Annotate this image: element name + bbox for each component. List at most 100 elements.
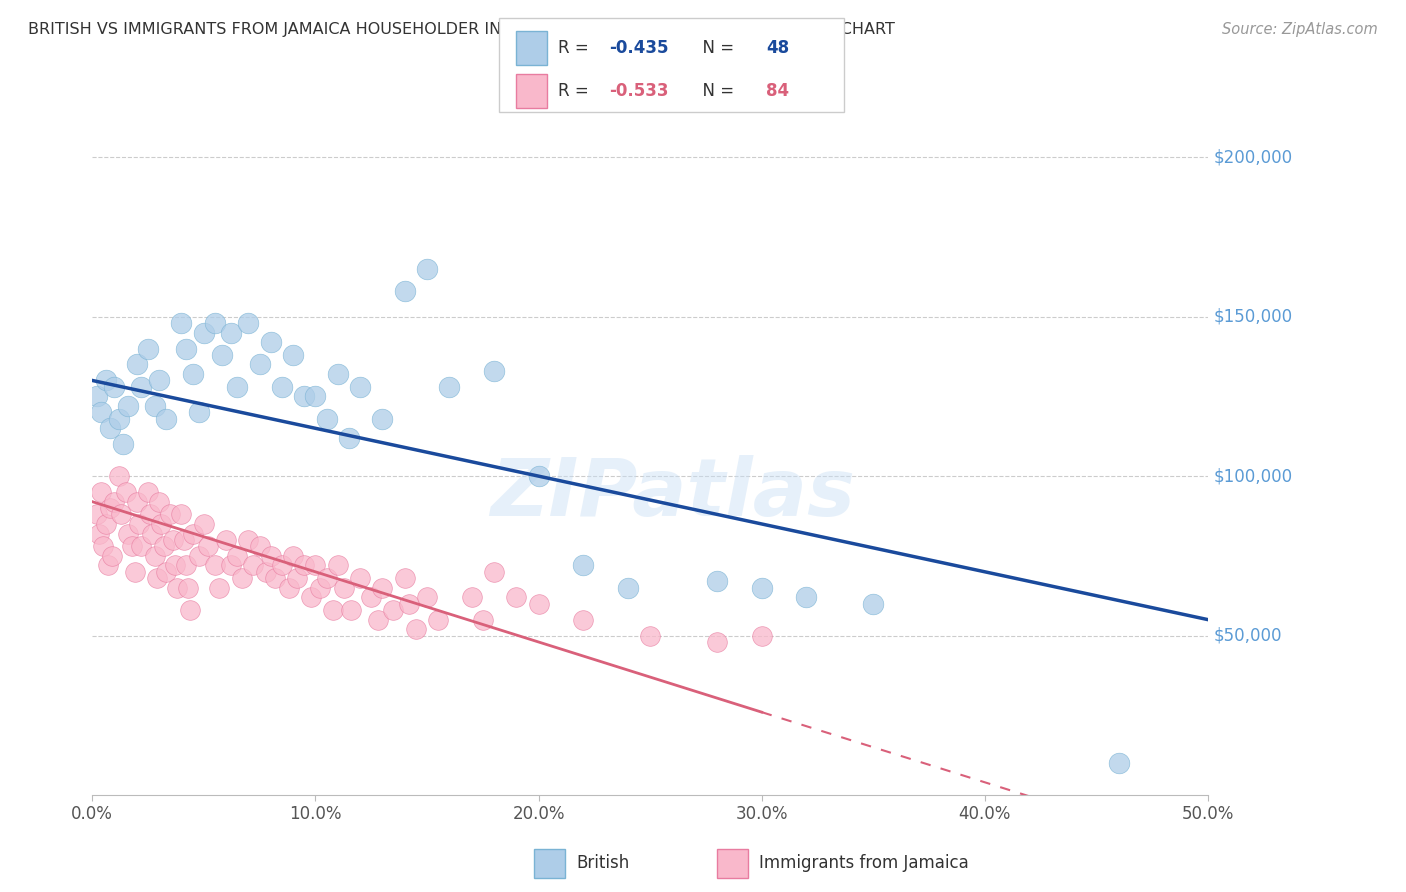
- Point: [211, 348, 233, 362]
- Point: [208, 581, 231, 595]
- Text: R =: R =: [558, 82, 595, 100]
- Text: -0.435: -0.435: [609, 39, 668, 57]
- Point: [173, 533, 195, 547]
- Point: [751, 581, 773, 595]
- Point: [181, 367, 204, 381]
- Point: [193, 516, 215, 531]
- Point: [360, 591, 382, 605]
- Point: [751, 629, 773, 643]
- Point: [264, 571, 287, 585]
- Point: [260, 335, 283, 350]
- Point: [281, 549, 304, 563]
- Point: [143, 549, 166, 563]
- Point: [204, 316, 226, 330]
- Point: [277, 581, 299, 595]
- Point: [337, 431, 360, 445]
- Point: [155, 565, 177, 579]
- Point: [326, 367, 349, 381]
- Point: [299, 591, 322, 605]
- Point: [103, 380, 125, 394]
- Point: [141, 526, 163, 541]
- Point: [308, 581, 330, 595]
- Point: [150, 516, 173, 531]
- Point: [121, 539, 143, 553]
- Point: [270, 558, 292, 573]
- Point: [226, 549, 249, 563]
- Point: [242, 558, 264, 573]
- Point: [1108, 756, 1130, 771]
- Point: [292, 389, 315, 403]
- Point: [287, 571, 309, 585]
- Text: Immigrants from Jamaica: Immigrants from Jamaica: [759, 855, 969, 872]
- Text: $150,000: $150,000: [1213, 308, 1292, 326]
- Point: [405, 622, 427, 636]
- Point: [706, 635, 728, 649]
- Point: [124, 565, 146, 579]
- Point: [333, 581, 356, 595]
- Point: [270, 380, 292, 394]
- Point: [249, 539, 271, 553]
- Point: [166, 581, 188, 595]
- Point: [371, 411, 394, 425]
- Point: [188, 405, 211, 419]
- Point: [139, 508, 162, 522]
- Point: [281, 348, 304, 362]
- Point: [86, 389, 108, 403]
- Point: [98, 421, 121, 435]
- Text: ZIPatlas: ZIPatlas: [489, 455, 855, 533]
- Point: [706, 574, 728, 589]
- Point: [143, 399, 166, 413]
- Point: [315, 411, 337, 425]
- Point: [117, 399, 139, 413]
- Point: [94, 373, 117, 387]
- Point: [349, 380, 371, 394]
- Point: [136, 485, 159, 500]
- Point: [215, 533, 238, 547]
- Point: [188, 549, 211, 563]
- Point: [471, 613, 494, 627]
- Point: [97, 558, 120, 573]
- Point: [439, 380, 461, 394]
- Point: [125, 494, 148, 508]
- Point: [572, 558, 595, 573]
- Point: [315, 571, 337, 585]
- Point: [129, 539, 152, 553]
- Point: [204, 558, 226, 573]
- Point: [112, 437, 135, 451]
- Point: [129, 380, 152, 394]
- Point: [125, 358, 148, 372]
- Point: [322, 603, 344, 617]
- Point: [382, 603, 405, 617]
- Point: [249, 358, 271, 372]
- Point: [101, 549, 124, 563]
- Text: BRITISH VS IMMIGRANTS FROM JAMAICA HOUSEHOLDER INCOME AGES 45 - 64 YEARS CORRELA: BRITISH VS IMMIGRANTS FROM JAMAICA HOUSE…: [28, 22, 896, 37]
- Point: [394, 571, 416, 585]
- Text: Source: ZipAtlas.com: Source: ZipAtlas.com: [1222, 22, 1378, 37]
- Point: [108, 411, 131, 425]
- Text: -0.533: -0.533: [609, 82, 668, 100]
- Point: [98, 501, 121, 516]
- Point: [197, 539, 219, 553]
- Text: N =: N =: [692, 82, 740, 100]
- Point: [219, 558, 242, 573]
- Point: [103, 494, 125, 508]
- Point: [304, 389, 326, 403]
- Point: [394, 284, 416, 298]
- Point: [170, 508, 193, 522]
- Text: R =: R =: [558, 39, 595, 57]
- Point: [416, 591, 439, 605]
- Point: [416, 261, 439, 276]
- Text: 84: 84: [766, 82, 789, 100]
- Point: [326, 558, 349, 573]
- Point: [527, 469, 550, 483]
- Point: [110, 508, 132, 522]
- Text: N =: N =: [692, 39, 740, 57]
- Point: [238, 316, 260, 330]
- Point: [226, 380, 249, 394]
- Point: [174, 558, 197, 573]
- Point: [527, 597, 550, 611]
- Point: [148, 494, 170, 508]
- Point: [349, 571, 371, 585]
- Point: [152, 539, 174, 553]
- Point: [155, 411, 177, 425]
